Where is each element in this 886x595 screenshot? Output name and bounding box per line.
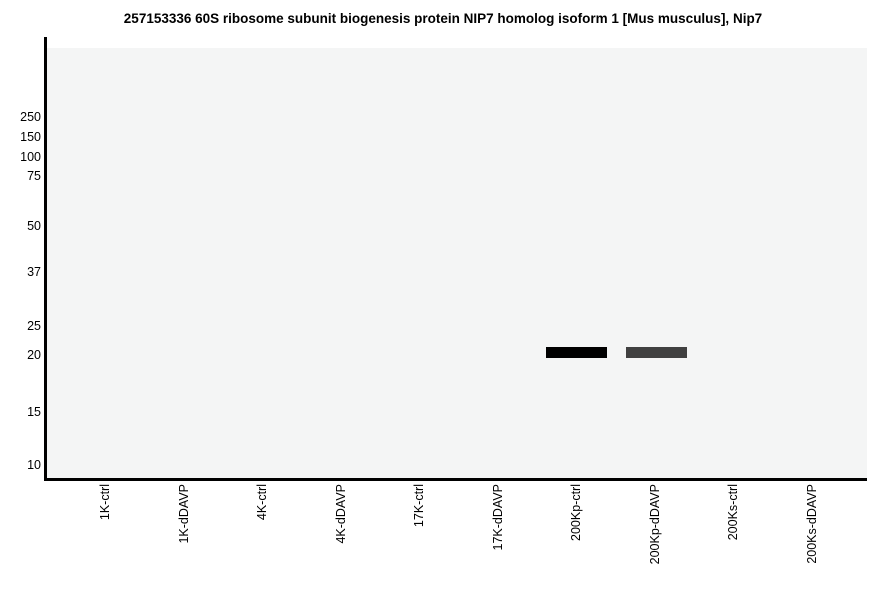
mw-marker-label: 100: [20, 150, 41, 164]
mw-marker-label: 20: [27, 348, 41, 362]
x-axis-line: [44, 478, 867, 481]
mw-marker-label: 15: [27, 405, 41, 419]
mw-marker-label: 10: [27, 458, 41, 472]
lane-label: 1K-dDAVP: [177, 484, 191, 544]
mw-marker-label: 75: [27, 169, 41, 183]
lane-label: 17K-ctrl: [412, 484, 426, 528]
lane-label: 4K-ctrl: [255, 484, 269, 521]
lane-label: 1K-ctrl: [98, 484, 112, 521]
y-axis-line: [44, 37, 47, 481]
protein-band: [626, 347, 687, 358]
lane-label: 17K-dDAVP: [491, 484, 505, 551]
lane-label: 200Ks-ctrl: [726, 484, 740, 541]
mw-marker-label: 25: [27, 319, 41, 333]
mw-marker-label: 150: [20, 130, 41, 144]
mw-marker-label: 250: [20, 110, 41, 124]
figure-title: 257153336 60S ribosome subunit biogenesi…: [123, 11, 763, 26]
mw-marker-label: 50: [27, 219, 41, 233]
protein-band: [546, 347, 607, 358]
lane-label: 4K-dDAVP: [334, 484, 348, 544]
lane-label: 200Ks-dDAVP: [805, 484, 819, 564]
gel-plot-area: [47, 48, 867, 478]
lane-label: 200Kp-dDAVP: [648, 484, 662, 565]
lane-label: 200Kp-ctrl: [569, 484, 583, 541]
mw-marker-label: 37: [27, 265, 41, 279]
